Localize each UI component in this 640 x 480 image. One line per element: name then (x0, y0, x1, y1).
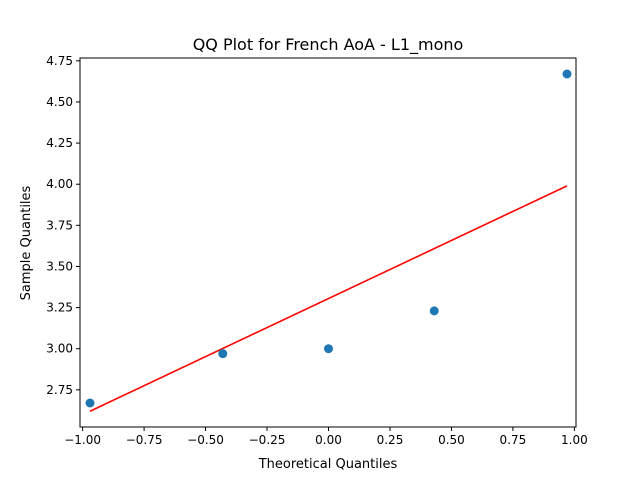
x-tick-label: 0.25 (377, 433, 404, 447)
y-tick-label: 3.50 (46, 259, 73, 273)
data-point (429, 306, 439, 316)
ticks-layer: −1.00 −0.75 −0.50 −0.25 0.00 0.25 0.50 0.75 1.00… (46, 54, 587, 447)
chart-title: QQ Plot for French AoA - L1_mono (193, 35, 464, 55)
y-tick-label: 4.75 (46, 54, 73, 68)
y-tick-label: 3.00 (46, 342, 73, 356)
y-tick-label: 4.00 (46, 177, 73, 191)
x-tick-label: 0.75 (500, 433, 527, 447)
data-point (218, 349, 228, 359)
x-tick-label: −0.75 (126, 433, 163, 447)
reference-line (89, 185, 568, 412)
x-tick-label: 0.00 (315, 433, 342, 447)
y-tick-label: 3.75 (46, 218, 73, 232)
data-point (85, 398, 95, 408)
x-tick-label: −1.00 (64, 433, 101, 447)
y-tick-label: 3.25 (46, 301, 73, 315)
y-tick-label: 2.75 (46, 383, 73, 397)
y-tick-label: 4.25 (46, 136, 73, 150)
x-tick-label: 1.00 (561, 433, 588, 447)
points-layer (85, 69, 572, 408)
plot-frame (79, 57, 577, 428)
x-tick-label: −0.25 (249, 433, 286, 447)
x-axis-label: Theoretical Quantiles (258, 457, 398, 472)
x-tick-label: 0.50 (438, 433, 465, 447)
data-point (562, 69, 572, 79)
x-tick-label: −0.50 (187, 433, 224, 447)
y-tick-label: 4.50 (46, 95, 73, 109)
data-point (324, 344, 333, 354)
reference-line-layer (89, 185, 568, 412)
y-axis-label: Sample Quantiles (19, 185, 34, 300)
